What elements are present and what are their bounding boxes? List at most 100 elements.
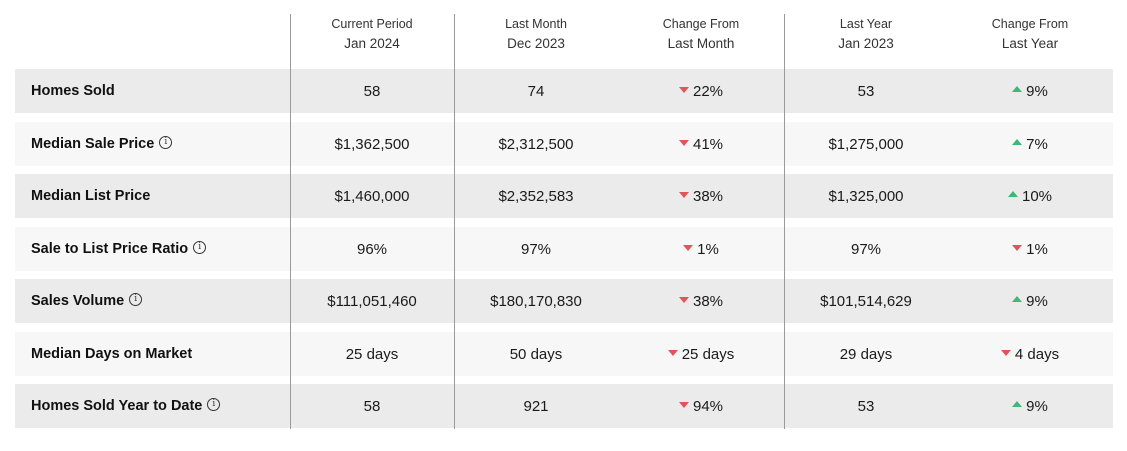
arrow-down-icon xyxy=(683,245,694,252)
cell-value: 41% xyxy=(692,136,724,153)
arrow-down-icon xyxy=(678,140,689,147)
arrow-up-icon xyxy=(1012,139,1023,146)
last-year-value: $1,325,000 xyxy=(786,174,946,218)
cell-value: 9% xyxy=(1026,293,1048,310)
row-label: Median Days on Market xyxy=(31,332,192,376)
cell-value: $1,460,000 xyxy=(334,188,410,205)
col-header-line1: Last Month xyxy=(505,17,567,31)
row-label-text: Median Sale Price xyxy=(31,136,155,152)
info-icon[interactable]: i xyxy=(193,240,207,254)
cell-value: $2,312,500 xyxy=(498,136,574,153)
cell-value: 4 days xyxy=(1014,346,1060,363)
col-header-line2: Jan 2024 xyxy=(344,36,400,51)
arrow-down-icon xyxy=(1012,245,1023,252)
last-year-value: 29 days xyxy=(786,332,946,376)
change-year-value: 7% xyxy=(950,122,1110,166)
info-icon[interactable]: i xyxy=(207,397,221,411)
col-header-change-year: Change From Last Year xyxy=(949,14,1111,69)
cell-value: 29 days xyxy=(839,346,893,363)
last-month-value: 97% xyxy=(456,227,616,271)
info-icon[interactable]: i xyxy=(129,292,143,306)
table-row: Median Days on Market 25 days 50 days 25 da… xyxy=(15,332,1113,376)
cell-value: 97% xyxy=(520,241,552,258)
change-month-value: 38% xyxy=(621,279,781,323)
change-month-value: 41% xyxy=(621,122,781,166)
arrow-down-icon xyxy=(678,297,689,304)
last-year-value: $101,514,629 xyxy=(786,279,946,323)
arrow-up-icon xyxy=(1012,296,1023,303)
row-label-text: Median Days on Market xyxy=(31,346,193,362)
current-value: $1,362,500 xyxy=(292,122,452,166)
cell-value: $180,170,830 xyxy=(490,293,582,310)
table-row: Sale to List Price Ratio i 96% 97% 1% 97% 1% xyxy=(15,227,1113,271)
row-label-text: Sales Volume xyxy=(31,293,125,309)
last-year-value: $1,275,000 xyxy=(786,122,946,166)
change-month-value: 94% xyxy=(621,384,781,428)
current-value: 25 days xyxy=(292,332,452,376)
col-header-line2: Last Year xyxy=(1001,36,1059,51)
change-year-value: 4 days xyxy=(950,332,1110,376)
col-header-line1: Last Year xyxy=(839,17,893,31)
change-month-value: 38% xyxy=(621,174,781,218)
cell-value: 58 xyxy=(363,398,381,415)
cell-value: 53 xyxy=(857,83,875,100)
cell-value: 10% xyxy=(1021,188,1053,205)
change-year-value: 9% xyxy=(950,279,1110,323)
last-month-value: $180,170,830 xyxy=(456,279,616,323)
cell-value: 96% xyxy=(356,241,388,258)
market-stats-table: Current Period Jan 2024 Last Month Dec 2… xyxy=(15,14,1113,429)
arrow-down-icon xyxy=(678,402,689,409)
row-label-text: Homes Sold Year to Date xyxy=(31,398,203,414)
cell-value: 921 xyxy=(523,398,549,415)
col-header-current-period: Current Period Jan 2024 xyxy=(291,14,453,69)
col-header-change-month: Change From Last Month xyxy=(620,14,782,69)
cell-value: 1% xyxy=(697,241,719,258)
row-label: Median List Price xyxy=(31,174,150,218)
arrow-down-icon xyxy=(678,192,689,199)
change-month-value: 1% xyxy=(621,227,781,271)
cell-value: 38% xyxy=(692,293,724,310)
current-value: 58 xyxy=(292,384,452,428)
column-divider xyxy=(454,14,455,429)
last-year-value: 53 xyxy=(786,384,946,428)
cell-value: 22% xyxy=(692,83,724,100)
last-month-value: $2,312,500 xyxy=(456,122,616,166)
last-month-value: $2,352,583 xyxy=(456,174,616,218)
current-value: 96% xyxy=(292,227,452,271)
row-label: Homes Sold xyxy=(31,69,115,113)
col-header-line1: Change From xyxy=(662,17,740,31)
table-header: Current Period Jan 2024 Last Month Dec 2… xyxy=(15,14,1113,69)
row-label: Sale to List Price Ratio i xyxy=(31,227,207,271)
cell-value: 38% xyxy=(692,188,724,205)
cell-value: 9% xyxy=(1026,83,1048,100)
cell-value: 7% xyxy=(1026,136,1048,153)
cell-value: $111,051,460 xyxy=(327,293,417,310)
change-year-value: 1% xyxy=(950,227,1110,271)
arrow-down-icon xyxy=(1000,350,1011,357)
change-year-value: 10% xyxy=(950,174,1110,218)
cell-value: $1,275,000 xyxy=(828,136,904,153)
last-year-value: 97% xyxy=(786,227,946,271)
info-icon[interactable]: i xyxy=(159,135,173,149)
cell-value: 74 xyxy=(527,83,545,100)
col-header-last-year: Last Year Jan 2023 xyxy=(785,14,947,69)
row-label: Median Sale Price i xyxy=(31,122,173,166)
cell-value: $2,352,583 xyxy=(498,188,574,205)
last-month-value: 50 days xyxy=(456,332,616,376)
col-header-last-month: Last Month Dec 2023 xyxy=(455,14,617,69)
arrow-up-icon xyxy=(1007,191,1018,198)
col-header-line1: Current Period xyxy=(331,17,413,31)
table-row: Homes Sold Year to Date i 58 921 94% 53 9% xyxy=(15,384,1113,428)
cell-value: 53 xyxy=(857,398,875,415)
last-month-value: 74 xyxy=(456,69,616,113)
cell-value: 94% xyxy=(692,398,724,415)
cell-value: $101,514,629 xyxy=(820,293,912,310)
change-month-value: 22% xyxy=(621,69,781,113)
change-month-value: 25 days xyxy=(621,332,781,376)
cell-value: 50 days xyxy=(509,346,563,363)
table-row: Homes Sold 58 74 22% 53 9% xyxy=(15,69,1113,113)
last-year-value: 53 xyxy=(786,69,946,113)
cell-value: 25 days xyxy=(345,346,399,363)
row-label-text: Median List Price xyxy=(31,188,151,204)
row-label: Homes Sold Year to Date i xyxy=(31,384,221,428)
